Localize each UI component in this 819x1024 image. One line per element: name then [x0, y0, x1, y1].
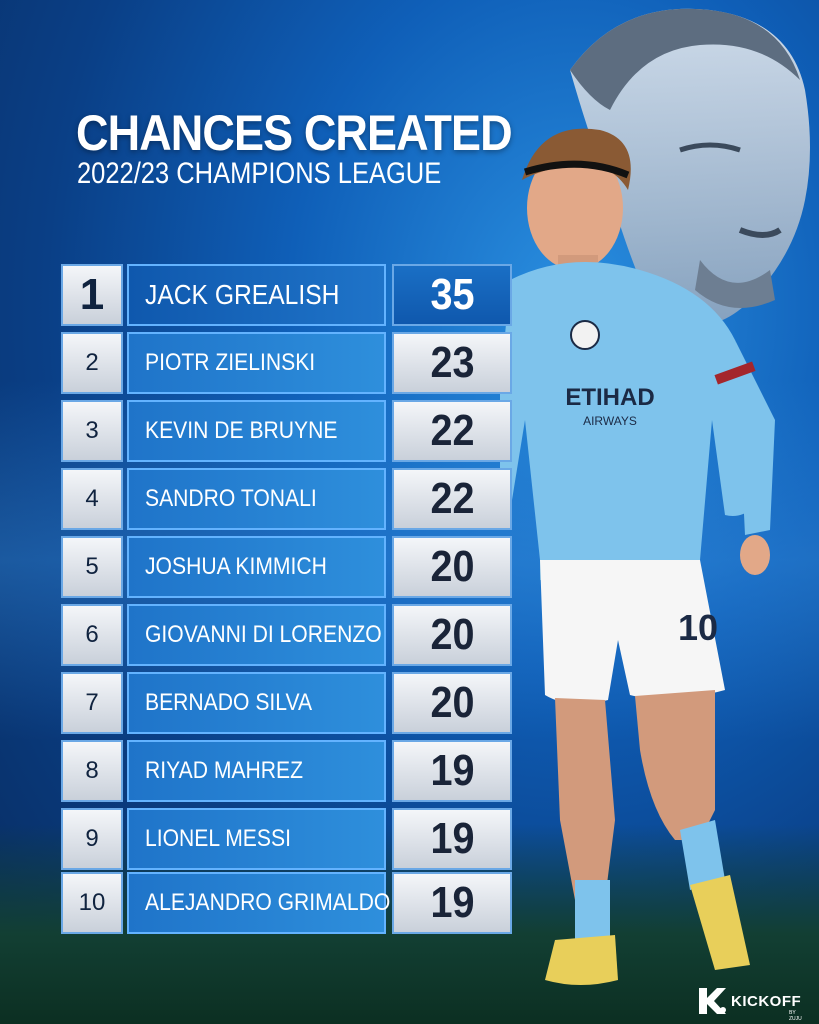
table-row: 3 KEVIN DE BRUYNE 22 [61, 400, 512, 462]
jersey-sponsor-text: ETIHAD [565, 384, 654, 411]
player-name: PIOTR ZIELINSKI [145, 349, 316, 376]
table-row: 1 JACK GREALISH 35 [61, 264, 512, 326]
player-name-cell: JACK GREALISH [127, 264, 386, 326]
rank-cell: 5 [61, 536, 123, 598]
chances-value-cell: 19 [392, 808, 512, 870]
player-name: RIYAD MAHREZ [145, 757, 304, 784]
chances-value: 22 [429, 406, 475, 455]
player-name-cell: GIOVANNI DI LORENZO [127, 604, 386, 666]
chances-value-cell: 19 [392, 740, 512, 802]
jersey-sponsor-sub-text: AIRWAYS [583, 414, 637, 428]
chances-value-cell: 19 [392, 872, 512, 934]
chances-value-cell: 20 [392, 536, 512, 598]
rank-cell: 2 [61, 332, 123, 394]
player-name-cell: LIONEL MESSI [127, 808, 386, 870]
chances-value: 19 [429, 746, 475, 795]
player-name-cell: KEVIN DE BRUYNE [127, 400, 386, 462]
rank-cell: 8 [61, 740, 123, 802]
player-name: JOSHUA KIMMICH [145, 553, 327, 580]
player-name-cell: SANDRO TONALI [127, 468, 386, 530]
table-row: 5 JOSHUA KIMMICH 20 [61, 536, 512, 598]
table-row: 7 BERNADO SILVA 20 [61, 672, 512, 734]
chances-value: 20 [429, 542, 475, 591]
rank-cell: 7 [61, 672, 123, 734]
table-row: 6 GIOVANNI DI LORENZO 20 [61, 604, 512, 666]
chances-value: 20 [429, 678, 475, 727]
player-name: SANDRO TONALI [145, 485, 317, 512]
table-row: 9 LIONEL MESSI 19 [61, 808, 512, 870]
player-face-background-image [570, 8, 810, 325]
chances-value-cell: 22 [392, 468, 512, 530]
rank-cell: 4 [61, 468, 123, 530]
player-name: ALEJANDRO GRIMALDO [145, 889, 391, 916]
rank-cell: 1 [61, 264, 123, 326]
chances-value-cell: 22 [392, 400, 512, 462]
chances-value-cell: 35 [392, 264, 512, 326]
table-row: 10 ALEJANDRO GRIMALDO 19 [61, 872, 512, 934]
player-name: GIOVANNI DI LORENZO [145, 621, 382, 648]
table-row: 2 PIOTR ZIELINSKI 23 [61, 332, 512, 394]
page-subtitle: 2022/23 CHAMPIONS LEAGUE [77, 157, 442, 190]
player-name: JACK GREALISH [145, 279, 340, 310]
table-row: 8 RIYAD MAHREZ 19 [61, 740, 512, 802]
player-name: LIONEL MESSI [145, 825, 291, 852]
player-name-cell: RIYAD MAHREZ [127, 740, 386, 802]
chances-value: 22 [429, 474, 475, 523]
player-name-cell: ALEJANDRO GRIMALDO [127, 872, 390, 934]
chances-value-cell: 23 [392, 332, 512, 394]
chances-value: 19 [429, 878, 475, 927]
kickoff-logo: KICKOFF BY ZUJU [697, 986, 807, 1022]
shorts-number-text: 10 [678, 607, 718, 648]
rank-cell: 6 [61, 604, 123, 666]
chances-value-cell: 20 [392, 604, 512, 666]
player-name: BERNADO SILVA [145, 689, 313, 716]
player-name-cell: PIOTR ZIELINSKI [127, 332, 386, 394]
rank-cell: 9 [61, 808, 123, 870]
rank-cell: 3 [61, 400, 123, 462]
kickoff-logo-text: KICKOFF [731, 992, 802, 1010]
chances-value: 19 [429, 814, 475, 863]
chances-value: 35 [429, 270, 475, 319]
rank-cell: 10 [61, 872, 123, 934]
kickoff-logo-tagline: BY ZUJU [789, 1010, 802, 1022]
player-image: ETIHAD AIRWAYS 10 [500, 128, 775, 985]
kickoff-logo-mark-icon [699, 988, 726, 1014]
chances-value-cell: 20 [392, 672, 512, 734]
chances-value: 20 [429, 610, 475, 659]
page-title: CHANCES CREATED [76, 105, 513, 161]
player-name-cell: BERNADO SILVA [127, 672, 386, 734]
table-row: 4 SANDRO TONALI 22 [61, 468, 512, 530]
chances-value: 23 [429, 338, 475, 387]
player-name-cell: JOSHUA KIMMICH [127, 536, 386, 598]
club-crest-icon [570, 320, 600, 350]
player-name: KEVIN DE BRUYNE [145, 417, 338, 444]
